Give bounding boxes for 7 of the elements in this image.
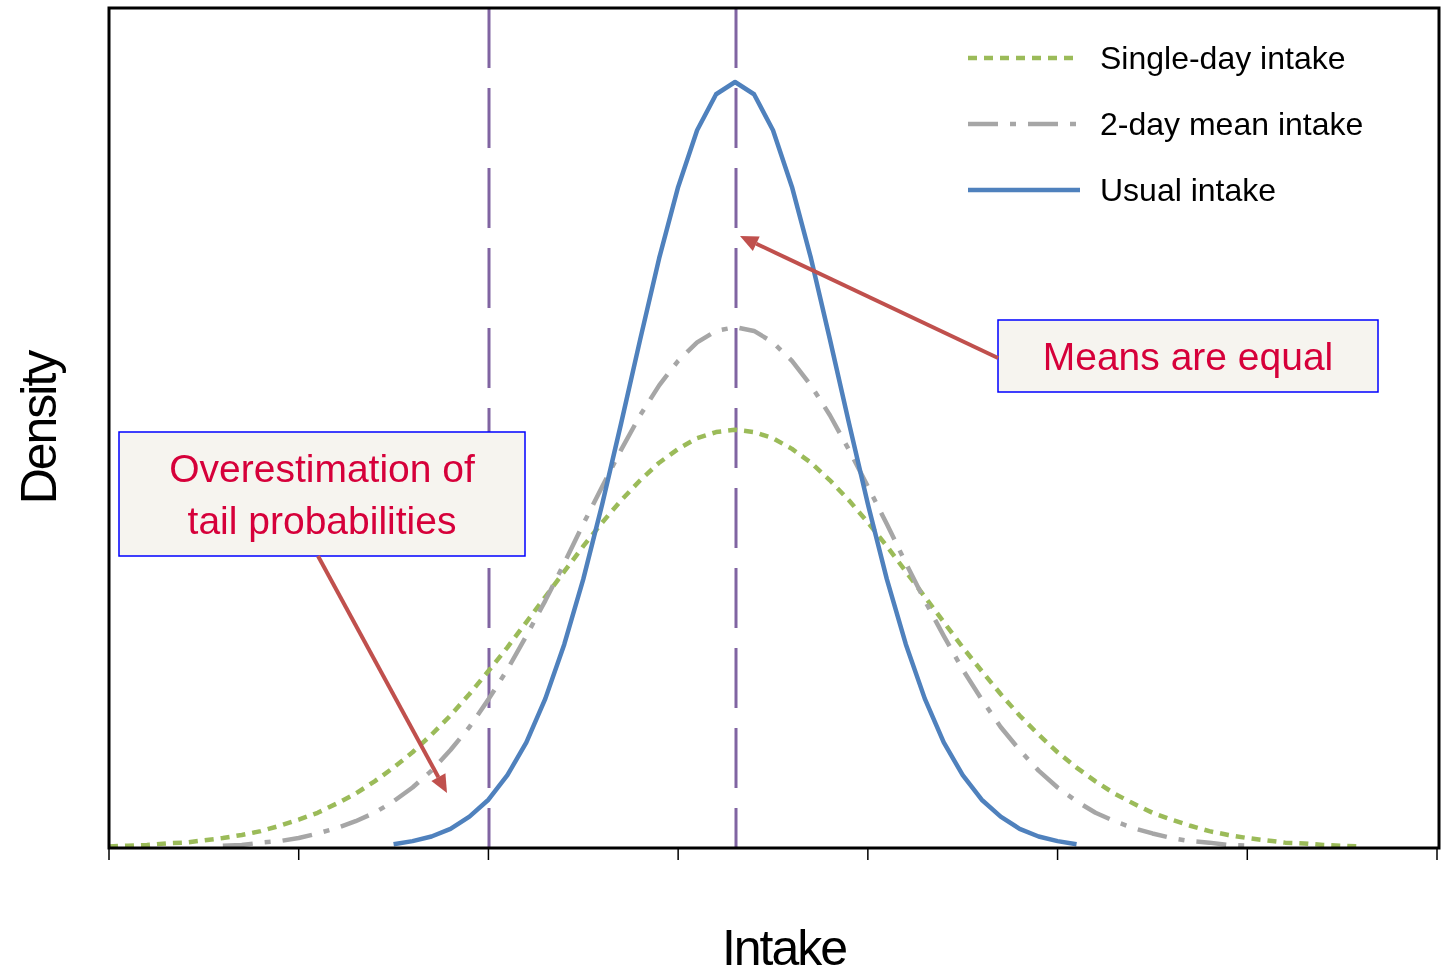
x-axis-title: Intake [721, 920, 847, 976]
y-axis-title: Density [11, 349, 67, 505]
legend-label: 2-day mean intake [1100, 106, 1364, 142]
annotation: Means are equal [1042, 335, 1334, 378]
legend-label: Single-day intake [1100, 40, 1346, 76]
annotation: Overestimation of tail probabilities [169, 447, 475, 542]
legend-label: Usual intake [1100, 172, 1277, 208]
